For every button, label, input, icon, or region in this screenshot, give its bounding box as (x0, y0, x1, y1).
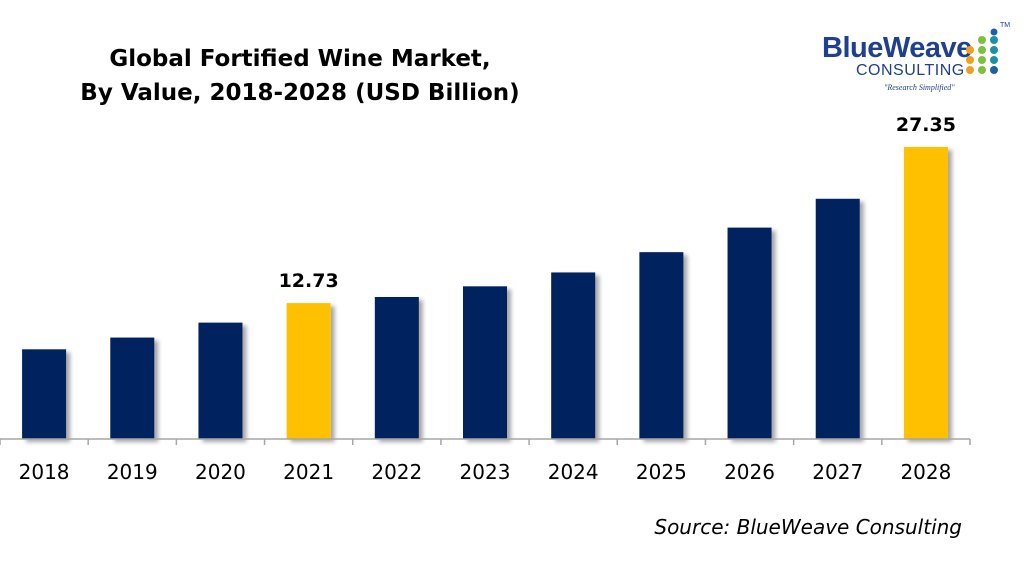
bar-2021 (286, 303, 331, 439)
chart-title: Global Fortified Wine Market, By Value, … (40, 42, 560, 110)
logo-sub-text: CONSULTING (856, 62, 965, 79)
chart-title-line2: By Value, 2018-2028 (USD Billion) (80, 80, 520, 106)
x-tick-label-2021: 2021 (283, 460, 334, 484)
bar-2023 (463, 286, 507, 439)
x-tick-label-2024: 2024 (548, 460, 599, 484)
logo-brand-text: BlueWeave (822, 32, 972, 64)
data-label-2021: 12.73 (279, 270, 339, 292)
chart-title-line1: Global Fortified Wine Market, (109, 46, 491, 72)
bar-2028 (903, 147, 948, 439)
blueweave-logo: BlueWeave CONSULTING "Research Simplifie… (818, 22, 1011, 102)
x-tick-label-2023: 2023 (460, 460, 511, 484)
x-tick-label-2019: 2019 (107, 460, 158, 484)
bar-2018 (22, 349, 67, 439)
x-tick-label-2018: 2018 (19, 460, 70, 484)
source-note: Source: BlueWeave Consulting (654, 515, 962, 539)
x-tick-label-2026: 2026 (724, 460, 775, 484)
bar-2019 (110, 337, 155, 439)
logo-tagline: "Research Simplified" (884, 83, 955, 92)
logo-dots-icon (966, 28, 998, 74)
x-tick-label-2025: 2025 (636, 460, 687, 484)
bar-2025 (639, 252, 684, 439)
x-tick-label-2022: 2022 (371, 460, 422, 484)
logo-trademark: TM (1000, 22, 1011, 29)
bar-2027 (815, 198, 860, 439)
bar-2024 (551, 272, 596, 439)
x-tick-label-2020: 2020 (195, 460, 246, 484)
bar-2020 (198, 322, 243, 439)
x-tick-label-2027: 2027 (812, 460, 863, 484)
data-label-2028: 27.35 (896, 114, 956, 136)
bar-2026 (727, 227, 772, 439)
bar-chart: 2018 2019 2020 2021 2022 2023 2024 2025 2026 2027… (0, 114, 971, 484)
bar-2022 (374, 297, 419, 439)
x-tick-label-2028: 2028 (900, 460, 951, 484)
